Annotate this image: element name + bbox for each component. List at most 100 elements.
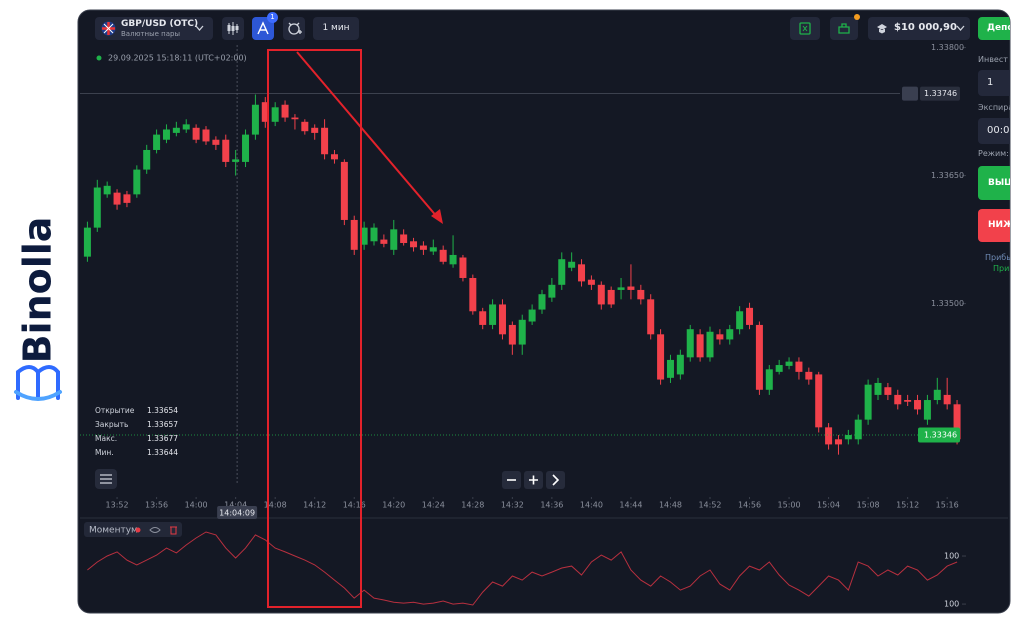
candle-body [854,419,862,440]
indicators-button[interactable]: 1 [252,12,278,40]
brand: Binolla [16,217,60,364]
candle-body [103,185,111,195]
candle-body [123,194,131,203]
candle-body [192,127,200,140]
candle-body [360,227,368,245]
plot-area [80,45,962,483]
y-tick-label: 1.33800 [931,43,964,52]
x-tick-label: 14:08 [264,501,287,510]
candle-body [874,382,882,395]
candle-body [429,247,437,252]
candle-body [479,311,487,325]
candle-body [578,264,586,282]
candle-body [251,104,259,135]
trade-panel: Депо Инвест 1 Экспира 00:0 Режим: ВЫШ НИ… [970,10,1010,613]
crosshair-label-box [217,506,258,519]
down-button[interactable]: НИЖ [978,209,1010,242]
candle-body [864,384,872,420]
x-tick-label: 14:36 [540,501,563,510]
investment-input[interactable]: 1 [978,70,1010,96]
candle-body [815,374,823,428]
x-tick-label: 13:52 [106,501,129,510]
candle-body [904,400,912,402]
alert-icon [902,86,918,101]
bonus-button[interactable] [830,14,860,40]
x-tick-label: 14:52 [698,501,721,510]
candle-body [637,289,645,300]
zoom-controls[interactable] [502,471,565,489]
brand-logo [14,365,62,401]
candle-body [528,309,536,322]
candle-body [291,117,299,120]
trend-arrow [296,51,439,219]
candle-body [370,227,378,242]
balance-selector[interactable]: $10 000,90 [868,17,970,40]
expiry-input[interactable]: 00:0 [978,118,1010,144]
candle-body [350,219,358,250]
y-tick-label: 1.33650 [931,171,964,180]
indicator-color-dot [135,527,141,533]
candle-body [390,229,398,250]
timeframe-selector[interactable]: 1 мин [313,17,359,40]
deposit-button[interactable]: Депо [978,17,1010,40]
x-tick-label: 15:16 [936,501,959,510]
candle-body [242,134,250,162]
candle-body [933,389,941,401]
notification-dot [854,14,860,20]
candle-body [696,334,704,358]
reference-price-box [920,86,960,101]
x-tick-label: 15:04 [817,501,840,510]
candle-body [617,287,625,290]
balance: $10 000,90 [894,22,957,33]
x-tick-label: 14:44 [619,501,642,510]
candle-body [419,245,427,250]
candle-body [380,239,388,244]
candle-body [597,284,605,305]
candle-body [587,279,595,285]
candle-body [508,324,516,345]
candle-body [172,127,180,133]
chevron-icon [552,474,560,486]
candle-body [953,404,961,440]
candle-body [143,149,151,170]
candle-body [222,139,230,162]
x-tick-label: 15:12 [896,501,919,510]
y-tick-label: 1.33500 [931,299,964,308]
candle-body [914,400,922,410]
chart-settings[interactable] [95,469,117,489]
trash-icon[interactable] [170,526,177,535]
candle-body [232,159,240,162]
candle-body [261,102,269,122]
pair-selector[interactable]: GBP/USD (OTC) Валютные пары [95,17,213,40]
candle-body [923,400,931,420]
current-price-label: 1.33346 [924,431,957,440]
candle-body [755,324,763,390]
x-tick-label: 13:56 [145,501,168,510]
alerts-button[interactable] [283,17,305,40]
live-dot [96,55,102,61]
candle-body [311,127,319,133]
momentum-line [87,531,958,606]
indicator-area [87,531,958,606]
ohlc-label: Открытие [95,406,135,415]
up-button[interactable]: ВЫШ [978,166,1010,200]
x-tick-label: 14:12 [303,501,326,510]
candle-body [657,334,665,380]
candle-body [301,121,309,132]
candle-body [716,334,724,340]
scroll-right[interactable] [546,471,565,489]
candle-body [469,277,477,312]
alarm-icon [288,22,302,35]
investment-label: Инвест [978,55,1008,64]
trades-button[interactable] [790,17,820,40]
eye-icon[interactable] [149,527,161,533]
x-tick-label: 15:08 [857,501,880,510]
ohlc-value: 1.33657 [147,420,179,429]
candle-body [83,227,91,257]
candle-body [449,254,457,265]
candle-body [894,394,902,405]
pair-name: GBP/USD (OTC) [121,19,199,29]
chart-type-button[interactable] [222,17,244,40]
candle-body [400,234,408,243]
x-tick-label: 14:32 [501,501,524,510]
